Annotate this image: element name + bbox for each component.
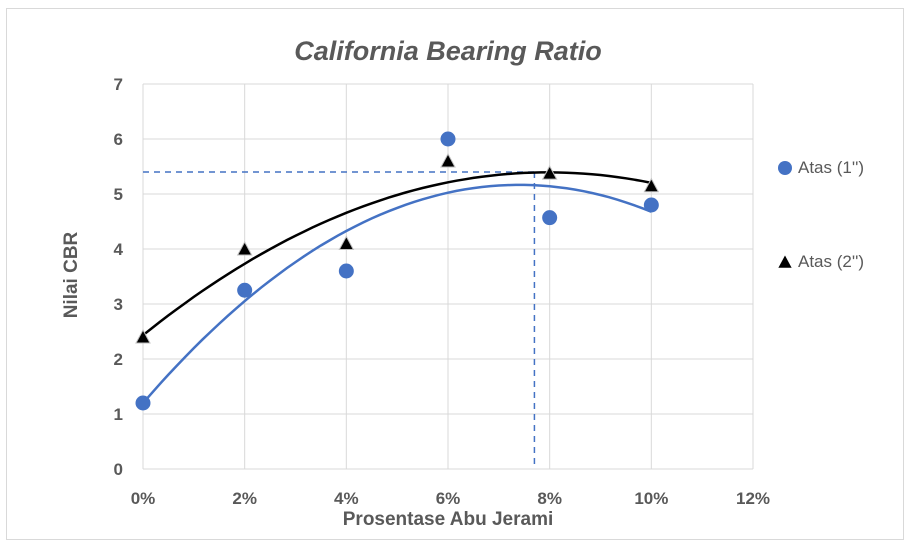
trendline-series-1 [142,183,652,404]
legend-label-series-2: Atas (2'') [798,252,865,271]
y-tick-label: 5 [114,185,123,204]
data-point-series-1 [643,197,659,213]
chart-frame [6,8,904,540]
tick-labels: 0 1 2 3 4 5 6 7 0% 2% 4% 6% 8% 10% 12% [114,75,770,508]
legend-triangle-marker [777,254,793,269]
x-tick-label: 12% [736,489,770,508]
x-tick-label: 10% [634,489,668,508]
y-tick-label: 2 [114,350,123,369]
x-tick-label: 2% [232,489,257,508]
data-points [135,131,660,411]
y-tick-label: 1 [114,405,123,424]
data-point-series-1 [237,282,253,298]
data-point-series-2 [338,235,355,250]
data-point-series-1 [135,395,151,411]
y-axis-label: Nilai CBR [61,231,82,319]
data-point-series-2 [135,328,151,344]
y-tick-label: 4 [114,240,124,259]
legend-label-series-1: Atas (1'') [798,158,865,177]
y-tick-label: 6 [114,130,123,149]
legend-circle-marker [778,161,792,175]
data-point-series-2 [236,240,253,256]
data-point-series-2 [643,177,660,193]
legend-item-series-1: Atas (1'') [776,157,864,179]
trendline-series-2 [142,171,652,337]
trendlines [142,171,652,404]
x-axis-label: Prosentase Abu Jerami [342,509,554,530]
data-point-series-2 [541,165,558,180]
x-tick-label: 6% [436,489,461,508]
data-point-series-1 [542,210,558,226]
x-tick-label: 8% [537,489,562,508]
data-point-series-1 [338,263,354,279]
legend-item-series-2: Atas (2'') [776,251,864,273]
x-tick-label: 0% [131,489,156,508]
y-tick-label: 7 [114,75,123,94]
grid-lines [142,83,754,470]
data-point-series-1 [440,131,456,147]
y-tick-label: 3 [114,295,123,314]
data-point-series-2 [440,152,456,168]
y-tick-label: 0 [114,460,123,479]
chart-title: California Bearing Ratio [294,36,602,66]
x-tick-label: 4% [334,489,359,508]
reference-lines [143,171,536,469]
